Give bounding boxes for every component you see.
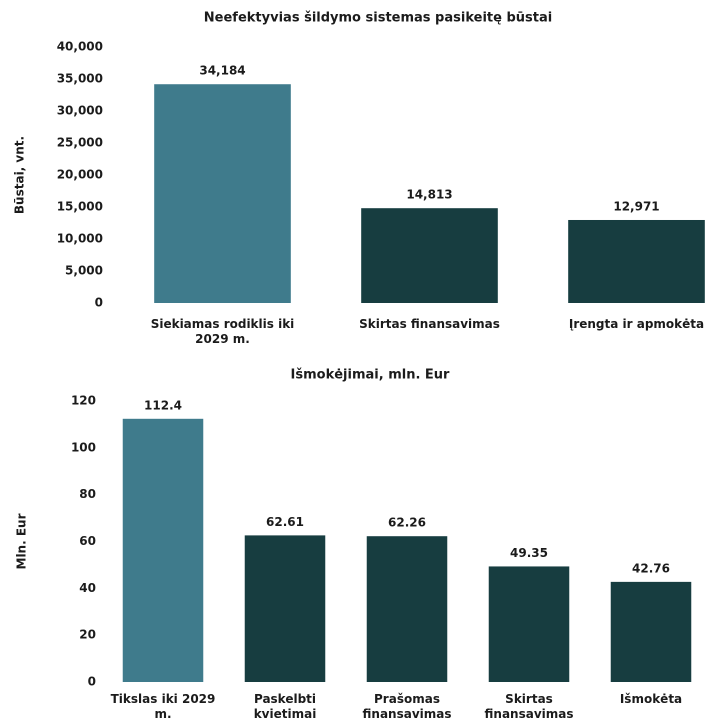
y-tick-label: 30,000 [57, 104, 103, 118]
value-label: 14,813 [406, 188, 452, 202]
bar [568, 219, 705, 303]
x-tick-label: Tikslas iki 2029 m. [110, 692, 216, 721]
y-tick-label: 40,000 [57, 40, 103, 54]
y-tick-label: 35,000 [57, 72, 103, 86]
chart-title: Išmokėjimai, mln. Eur [291, 368, 451, 383]
x-tick-label: Skirtas finansavimas [484, 692, 574, 721]
x-tick-label: Prašomas finansavimas [362, 692, 452, 721]
y-tick-label: 40 [79, 581, 96, 595]
bar [488, 566, 570, 682]
bar [610, 581, 692, 682]
y-tick-label: 20 [79, 628, 96, 642]
value-label: 34,184 [199, 64, 245, 78]
y-tick-label: 60 [79, 534, 96, 548]
value-label: 49.35 [510, 546, 548, 560]
value-label: 112.4 [144, 398, 182, 412]
y-tick-label: 25,000 [57, 136, 103, 150]
bar [361, 208, 498, 303]
bar [244, 535, 326, 682]
value-label: 42.76 [632, 561, 670, 575]
y-tick-label: 120 [71, 394, 96, 408]
y-tick-label: 20,000 [57, 168, 103, 182]
value-label: 62.61 [266, 515, 304, 529]
value-label: 62.26 [388, 516, 426, 530]
y-tick-label: 80 [79, 487, 96, 501]
x-tick-label: Išmokėta [619, 692, 683, 706]
y-tick-label: 5,000 [65, 264, 103, 278]
bar [122, 418, 204, 682]
y-tick-label: 15,000 [57, 200, 103, 214]
y-tick-label: 100 [71, 440, 96, 454]
y-tick-label: 0 [88, 675, 96, 689]
x-tick-label: Paskelbti kvietimai [253, 692, 317, 721]
x-tick-label: Skirtas finansavimas [359, 317, 500, 331]
x-tick-label: Įrengta ir apmokėta [568, 317, 705, 331]
x-tick-label: Siekiamas rodiklis iki 2029 m. [150, 317, 295, 346]
y-tick-label: 10,000 [57, 232, 103, 246]
bar [154, 84, 291, 303]
bar [366, 536, 448, 682]
y-tick-label: 0 [95, 296, 103, 310]
value-label: 12,971 [613, 199, 659, 213]
y-axis-label: Būstai, vnt. [13, 136, 27, 214]
chart-title: Neefektyvias šildymo sistemas pasikeitę … [204, 11, 552, 26]
y-axis-label: Mln. Eur [15, 513, 29, 569]
